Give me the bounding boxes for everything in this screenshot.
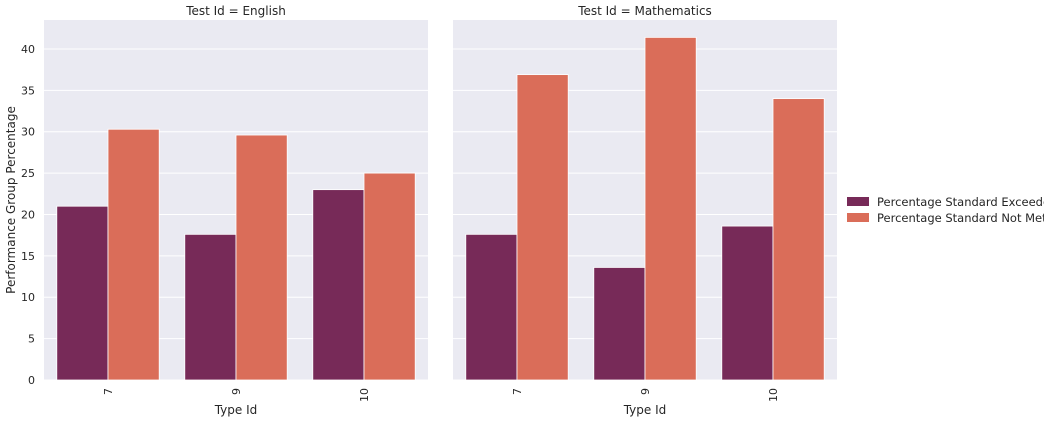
x-tick-label: 7 bbox=[102, 388, 115, 395]
y-tick-label: 35 bbox=[21, 84, 35, 97]
x-tick-label: 9 bbox=[639, 388, 652, 395]
bar bbox=[363, 172, 416, 381]
y-tick-label: 25 bbox=[21, 167, 35, 180]
bar bbox=[235, 134, 288, 381]
legend-swatch bbox=[847, 213, 869, 222]
bar bbox=[465, 233, 518, 381]
bar bbox=[593, 267, 646, 381]
legend-label: Percentage Standard Not Met bbox=[877, 211, 1044, 225]
x-tick-label: 10 bbox=[358, 388, 371, 402]
bar bbox=[312, 189, 365, 381]
legend-label: Percentage Standard Exceeded bbox=[877, 195, 1044, 209]
x-tick-label: 9 bbox=[230, 388, 243, 395]
legend-item: Percentage Standard Exceeded bbox=[847, 195, 1044, 209]
bar bbox=[772, 98, 825, 381]
legend-item: Percentage Standard Not Met bbox=[847, 211, 1044, 225]
x-axis-title: Type Id bbox=[623, 403, 667, 417]
bar bbox=[56, 205, 109, 381]
chart-panels: 7 9 10 Type Id Test Id = English 0 5 10 15 20 25 30… bbox=[21, 4, 837, 417]
y-tick-label: 10 bbox=[21, 291, 35, 304]
y-tick-label: 0 bbox=[28, 374, 35, 387]
y-tick-label: 15 bbox=[21, 250, 35, 263]
y-tick-label: 5 bbox=[28, 333, 35, 346]
panel-title: Test Id = Mathematics bbox=[577, 4, 712, 18]
x-tick-label: 10 bbox=[767, 388, 780, 402]
bar bbox=[516, 74, 569, 381]
x-axis-title: Type Id bbox=[214, 403, 258, 417]
panel-title: Test Id = English bbox=[185, 4, 286, 18]
y-tick-label: 20 bbox=[21, 208, 35, 221]
x-tick-label: 7 bbox=[511, 388, 524, 395]
legend: Percentage Standard Exceeded Percentage S… bbox=[847, 195, 1044, 225]
bar bbox=[107, 128, 160, 381]
y-axis-title: Performance Group Percentage bbox=[4, 106, 18, 294]
legend-swatch bbox=[847, 197, 869, 206]
bar bbox=[184, 233, 237, 381]
panel-2: 7 9 10 Type Id Test Id = Mathematics bbox=[453, 4, 837, 417]
y-tick-label: 40 bbox=[21, 43, 35, 56]
bar bbox=[721, 225, 774, 381]
y-tick-label: 30 bbox=[21, 126, 35, 139]
panel-1: 7 9 10 Type Id Test Id = English 0 5 10 15 20 25 30… bbox=[21, 4, 428, 417]
bar bbox=[644, 36, 697, 381]
